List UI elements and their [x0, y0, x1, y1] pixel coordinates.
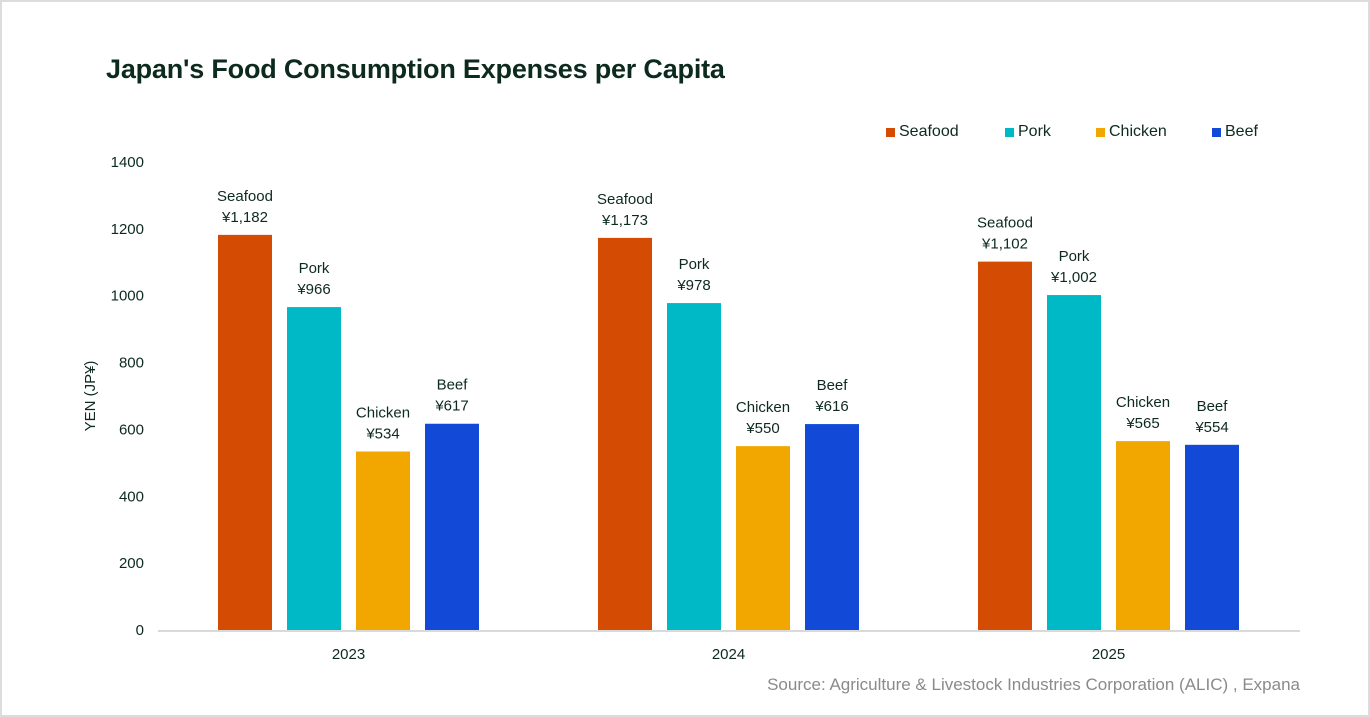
data-label-value: ¥616	[814, 398, 848, 415]
y-axis-title: YEN (JP¥)	[82, 361, 99, 432]
source-note: Source: Agriculture & Livestock Industri…	[767, 675, 1300, 694]
legend-item-chicken: Chicken	[1096, 123, 1167, 141]
y-axis: 0 200 400 600 800 1000 1200 1400 YEN (JP¥)	[82, 154, 144, 639]
bar-chicken-2024	[736, 446, 790, 630]
x-tick-label: 2024	[712, 646, 745, 663]
y-tick-label: 600	[119, 421, 144, 438]
bar-pork-2025	[1047, 295, 1101, 630]
data-label-value: ¥1,182	[221, 209, 268, 226]
y-tick-label: 400	[119, 488, 144, 505]
bar-seafood-2025	[978, 261, 1032, 630]
x-axis: 2023 2024 2025	[158, 630, 1300, 663]
bar-seafood-2024	[598, 237, 652, 630]
data-label-value: ¥554	[1194, 419, 1228, 436]
bar-chicken-2025	[1116, 441, 1170, 630]
y-tick-label: 800	[119, 355, 144, 372]
legend-label-beef: Beef	[1225, 123, 1258, 140]
x-tick-label: 2025	[1092, 646, 1125, 663]
legend-label-seafood: Seafood	[899, 123, 959, 140]
data-label-value: ¥565	[1125, 415, 1159, 432]
data-label-value: ¥534	[365, 425, 399, 442]
data-label-value: ¥978	[676, 277, 710, 294]
data-label-value: ¥1,173	[601, 212, 648, 229]
y-tick-label: 1000	[111, 288, 144, 305]
data-label-value: ¥966	[296, 281, 330, 298]
bar-seafood-2023	[218, 234, 272, 631]
legend-swatch-pork	[1005, 127, 1014, 137]
data-label-value: ¥1,102	[981, 236, 1028, 253]
data-label-series: Chicken	[736, 399, 790, 416]
bar-pork-2023	[287, 307, 341, 630]
bar-beef-2025	[1185, 444, 1239, 630]
legend-item-pork: Pork	[1005, 123, 1051, 141]
bar-pork-2024	[667, 303, 721, 630]
legend-swatch-beef	[1212, 127, 1221, 137]
data-label-value: ¥550	[745, 420, 779, 437]
y-tick-label: 1200	[111, 221, 144, 238]
data-label-series: Beef	[1197, 398, 1229, 415]
data-label-series: Chicken	[1116, 394, 1170, 411]
data-label-series: Beef	[437, 377, 469, 394]
legend-item-seafood: Seafood	[886, 123, 959, 141]
bar-beef-2024	[805, 424, 859, 630]
data-label-series: Seafood	[597, 191, 653, 208]
data-label-series: Pork	[679, 256, 710, 273]
y-tick-label: 1400	[111, 154, 144, 171]
chart-title: Japan's Food Consumption Expenses per Ca…	[106, 54, 725, 84]
bar-beef-2023	[425, 423, 479, 630]
data-label-value: ¥617	[434, 398, 468, 415]
data-label-series: Chicken	[356, 404, 410, 421]
data-label-series: Seafood	[217, 188, 273, 205]
data-label-series: Pork	[299, 260, 330, 277]
x-tick-label: 2023	[332, 646, 365, 663]
y-tick-label: 0	[136, 622, 144, 639]
legend-label-pork: Pork	[1018, 123, 1051, 140]
legend-item-beef: Beef	[1212, 123, 1258, 141]
bars: Seafood ¥1,182 Pork ¥966 Chicken ¥534 Beef ¥617…	[217, 188, 1239, 631]
bar-chicken-2023	[356, 451, 410, 630]
legend-swatch-seafood	[886, 127, 895, 137]
legend-label-chicken: Chicken	[1109, 123, 1167, 140]
data-label-series: Seafood	[977, 215, 1033, 232]
y-tick-label: 200	[119, 555, 144, 572]
data-label-value: ¥1,002	[1050, 269, 1097, 286]
legend-swatch-chicken	[1096, 127, 1105, 137]
data-label-series: Pork	[1059, 248, 1090, 265]
data-label-series: Beef	[817, 377, 849, 394]
